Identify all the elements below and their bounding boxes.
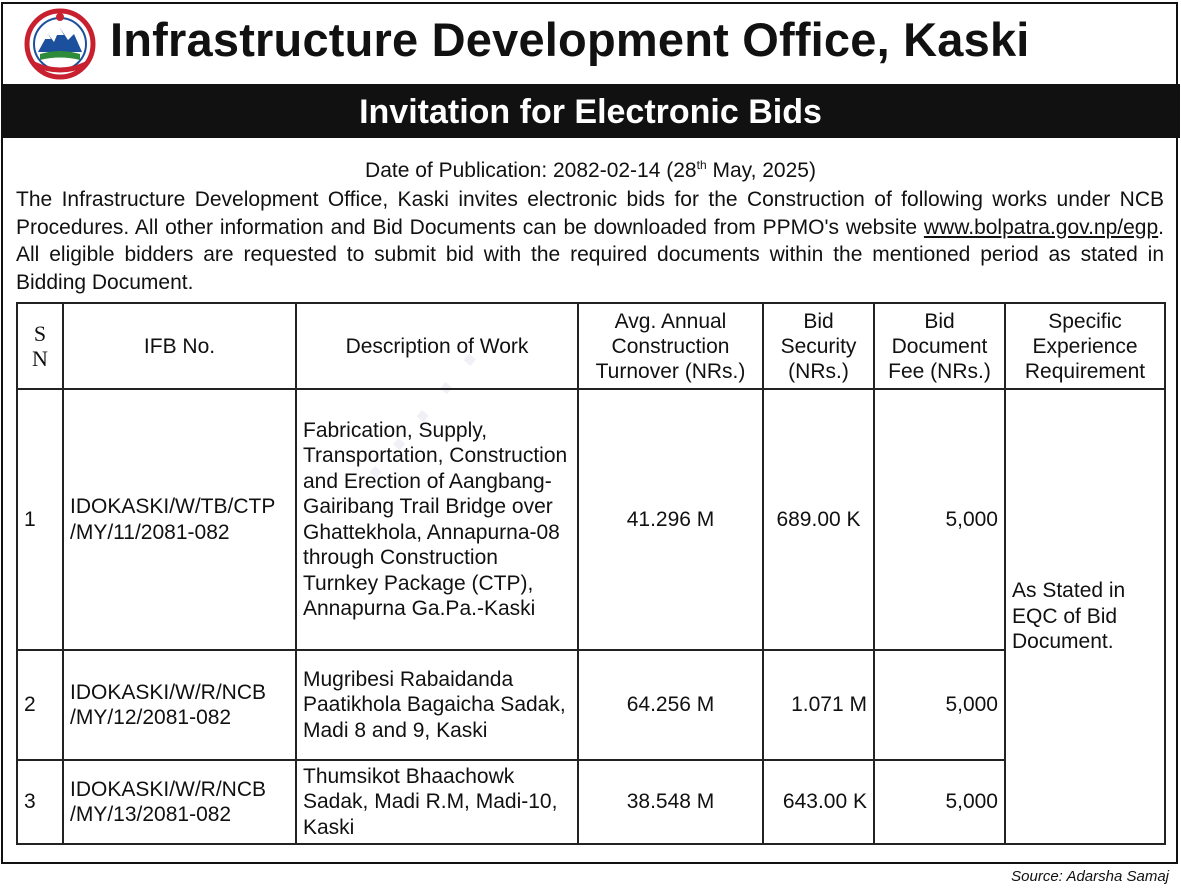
notice-title-banner: Invitation for Electronic Bids bbox=[1, 84, 1180, 138]
publication-date-superscript: th bbox=[696, 158, 707, 172]
header-document-fee: Bid Document Fee (NRs.) bbox=[873, 302, 1006, 390]
cell-document-fee: 5,000 bbox=[873, 649, 1006, 761]
cell-sn: 3 bbox=[16, 759, 64, 845]
cell-turnover: 38.548 M bbox=[577, 759, 764, 845]
notice-frame bbox=[1, 2, 1178, 864]
cell-description: Fabrication, Supply, Transportation, Con… bbox=[295, 388, 579, 651]
ppmo-website-link[interactable]: www.bolpatra.gov.np/egp bbox=[923, 215, 1159, 239]
cell-experience: As Stated in EQC of Bid Document. bbox=[1004, 388, 1166, 845]
header-sn-top: S bbox=[33, 321, 47, 346]
nepal-government-emblem-icon bbox=[24, 8, 96, 80]
table-row: 3 IDOKASKI/W/R/NCB /MY/13/2081-082 Thums… bbox=[16, 759, 1165, 845]
header-experience: Specific Experience Requirement bbox=[1004, 302, 1166, 390]
cell-turnover: 64.256 M bbox=[577, 649, 764, 761]
cell-document-fee: 5,000 bbox=[873, 388, 1006, 651]
cell-ifb: IDOKASKI/W/R/NCB /MY/13/2081-082 bbox=[62, 759, 297, 845]
cell-ifb: IDOKASKI/W/TB/CTP /MY/11/2081-082 bbox=[62, 388, 297, 651]
cell-turnover: 41.296 M bbox=[577, 388, 764, 651]
header-turnover: Avg. Annual Construction Turnover (NRs.) bbox=[577, 302, 764, 390]
header-description: Description of Work bbox=[295, 302, 579, 390]
cell-ifb: IDOKASKI/W/R/NCB /MY/12/2081-082 bbox=[62, 649, 297, 761]
cell-bid-security: 689.00 K bbox=[762, 388, 875, 651]
cell-bid-security: 1.071 M bbox=[762, 649, 875, 761]
intro-text-1: The Infrastructure Development Office, K… bbox=[16, 188, 1164, 239]
header-bid-security: Bid Security (NRs.) bbox=[762, 302, 875, 390]
table-row: 2 IDOKASKI/W/R/NCB /MY/12/2081-082 Mugri… bbox=[16, 649, 1165, 761]
table-row: 1 IDOKASKI/W/TB/CTP /MY/11/2081-082 Fabr… bbox=[16, 388, 1166, 845]
cell-description: Mugribesi Rabaidanda Paatikhola Bagaicha… bbox=[295, 649, 579, 761]
cell-description: Thumsikot Bhaachowk Sadak, Madi R.M, Mad… bbox=[295, 759, 579, 845]
header: Infrastructure Development Office, Kaski bbox=[0, 0, 1181, 84]
cell-document-fee: 5,000 bbox=[873, 759, 1006, 845]
publication-date-label: Date of Publication: 2082-02-14 (28 bbox=[365, 159, 697, 182]
cell-bid-security: 643.00 K bbox=[762, 759, 875, 845]
publication-date-suffix: May, 2025) bbox=[706, 159, 816, 182]
header-ifb: IFB No. bbox=[62, 302, 297, 390]
intro-text-2: . All eligible bidders are requested to … bbox=[16, 215, 1164, 294]
cell-sn: 1 bbox=[16, 388, 64, 651]
header-sn-bottom: N bbox=[32, 346, 48, 371]
office-name: Infrastructure Development Office, Kaski bbox=[110, 13, 1030, 66]
source-credit: Source: Adarsha Samaj bbox=[1011, 868, 1169, 885]
publication-date: Date of Publication: 2082-02-14 (28th Ma… bbox=[0, 158, 1181, 183]
intro-paragraph: The Infrastructure Development Office, K… bbox=[16, 186, 1164, 296]
cell-sn: 2 bbox=[16, 649, 64, 761]
